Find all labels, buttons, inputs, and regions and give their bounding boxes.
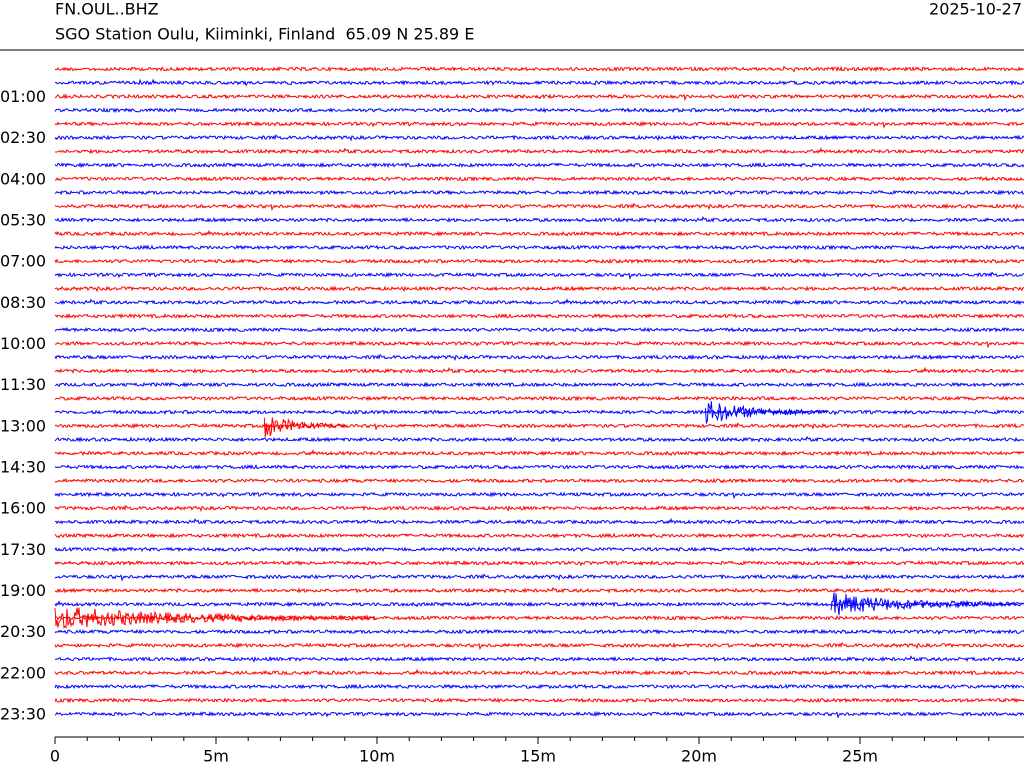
- trace: [54, 244, 1024, 251]
- x-tick-label: 25m: [842, 747, 878, 766]
- trace: [54, 546, 1024, 553]
- x-tick-label: 5m: [203, 747, 229, 766]
- trace: [54, 464, 1024, 471]
- y-tick-label: 16:00: [0, 499, 46, 518]
- trace: [54, 573, 1024, 582]
- y-tick-label: 01:00: [0, 87, 46, 106]
- trace: [54, 711, 1024, 719]
- trace: [55, 147, 1024, 155]
- trace: [54, 134, 1024, 142]
- trace: [54, 298, 1024, 306]
- trace: [54, 586, 1024, 594]
- trace: [54, 366, 1024, 374]
- y-tick-label: 23:30: [0, 705, 46, 724]
- y-tick-label: 04:00: [0, 169, 46, 188]
- event-waveform: [704, 401, 828, 425]
- y-tick-label: 22:00: [0, 663, 46, 682]
- trace: [54, 642, 1024, 651]
- trace: [54, 92, 1024, 102]
- trace: [54, 491, 1024, 500]
- y-tick-label: 20:30: [0, 622, 46, 641]
- y-tick-label: 11:30: [0, 375, 46, 394]
- trace: [54, 340, 1024, 349]
- trace: [54, 229, 1024, 237]
- trace: [54, 106, 1024, 114]
- station-code: FN.OUL..BHZ: [55, 0, 159, 19]
- x-tick-label: 20m: [681, 747, 717, 766]
- y-tick-label: 02:30: [0, 128, 46, 147]
- trace: [54, 628, 1024, 636]
- y-tick-label: 08:30: [0, 293, 46, 312]
- trace: [54, 449, 1024, 457]
- trace: [54, 504, 1024, 513]
- y-tick-label: 14:30: [0, 457, 46, 476]
- trace: [54, 285, 1024, 293]
- trace: [54, 517, 1024, 526]
- trace: [54, 202, 1024, 212]
- trace: [54, 189, 1024, 197]
- trace: [54, 78, 1024, 87]
- trace: [54, 668, 1024, 676]
- trace: [54, 353, 1024, 362]
- trace: [54, 532, 1024, 539]
- x-tick-label: 0: [50, 747, 60, 766]
- trace: [54, 422, 1024, 431]
- trace: [54, 65, 1024, 73]
- trace: [54, 409, 1024, 416]
- y-tick-label: 19:00: [0, 581, 46, 600]
- trace: [54, 655, 1024, 663]
- trace: [54, 381, 1024, 388]
- trace: [54, 161, 1024, 169]
- x-tick-label: 10m: [359, 747, 395, 766]
- y-tick-label: 10:00: [0, 334, 46, 353]
- trace: [54, 120, 1024, 129]
- trace: [54, 697, 1024, 704]
- event-waveform: [830, 592, 1021, 616]
- trace: [54, 257, 1024, 265]
- trace: [54, 216, 1024, 224]
- trace: [54, 175, 1024, 182]
- trace: [54, 395, 1024, 402]
- trace: [54, 435, 1024, 444]
- trace: [54, 559, 1024, 567]
- y-tick-label: 13:00: [0, 416, 46, 435]
- trace: [54, 313, 1024, 320]
- event-waveform: [54, 607, 378, 629]
- trace: [54, 271, 1024, 280]
- event-waveform: [263, 417, 345, 438]
- y-tick-label: 05:30: [0, 210, 46, 229]
- trace: [54, 326, 1024, 333]
- trace: [54, 477, 1024, 484]
- station-info: SGO Station Oulu, Kiiminki, Finland 65.0…: [55, 25, 474, 44]
- date: 2025-10-27: [929, 0, 1022, 19]
- x-tick-label: 15m: [520, 747, 556, 766]
- trace: [54, 683, 1024, 690]
- y-tick-label: 17:30: [0, 540, 46, 559]
- y-tick-label: 07:00: [0, 252, 46, 271]
